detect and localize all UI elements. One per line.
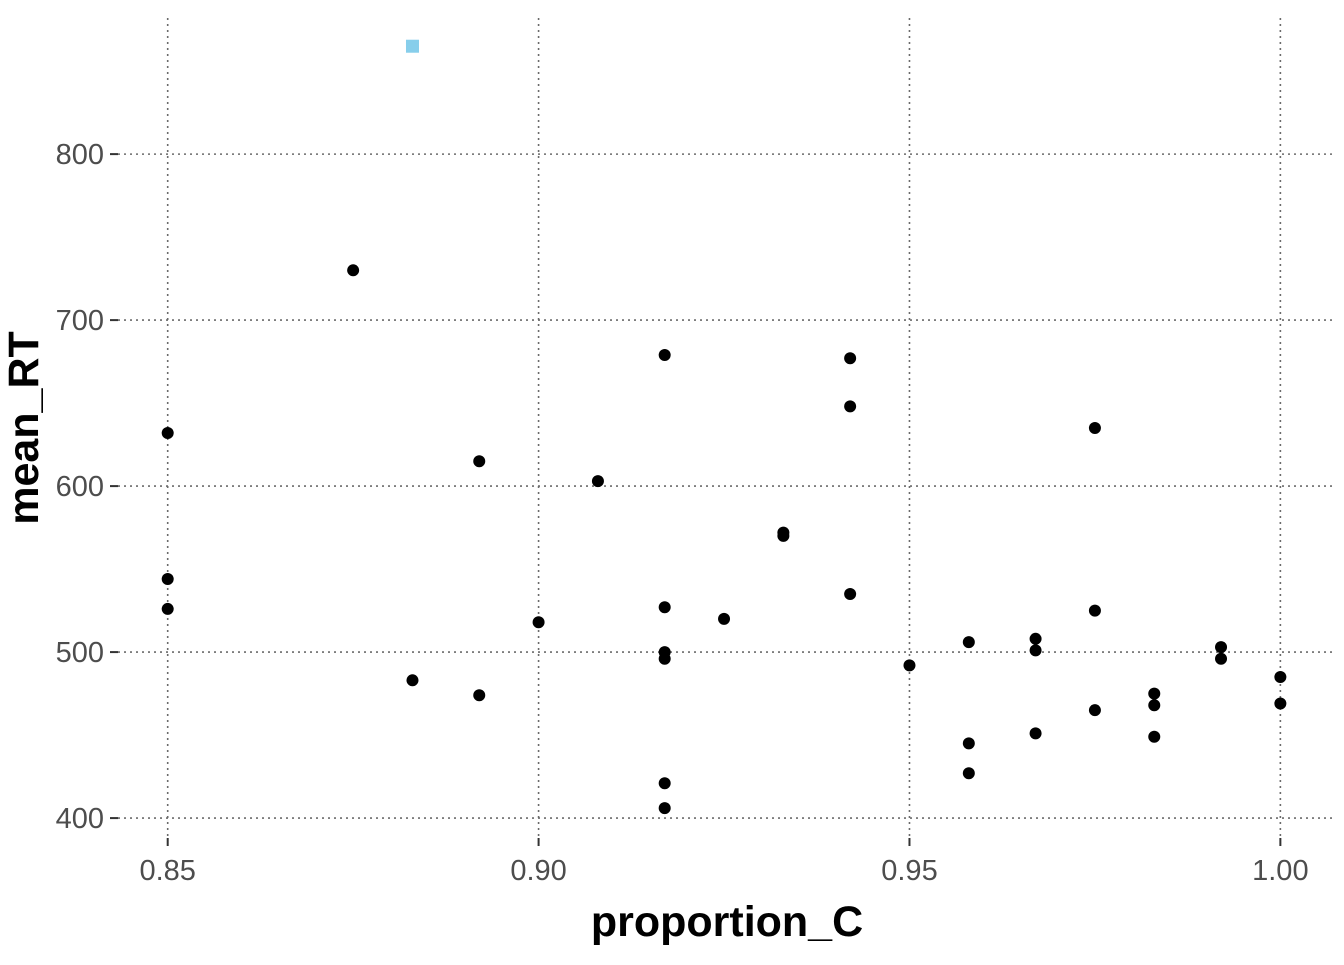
data-point (161, 426, 174, 439)
x-tick-label: 1.00 (1252, 855, 1308, 887)
data-point (658, 601, 671, 614)
data-point (473, 689, 486, 702)
data-point (1274, 697, 1287, 710)
data-point (1029, 632, 1042, 645)
data-point (161, 602, 174, 615)
data-point (658, 348, 671, 361)
data-point (1215, 641, 1228, 654)
y-tick-label: 400 (56, 803, 104, 835)
data-point (844, 352, 857, 365)
data-point (962, 737, 975, 750)
data-point (473, 455, 486, 468)
data-point (161, 573, 174, 586)
grid (118, 18, 1336, 838)
data-point (658, 802, 671, 815)
highlight-point (405, 39, 419, 53)
data-point (1029, 644, 1042, 657)
data-point (1274, 670, 1287, 683)
data-point (844, 400, 857, 413)
data-point (962, 767, 975, 780)
data-point (591, 475, 604, 488)
data-point (347, 264, 360, 277)
x-tick-label: 0.95 (881, 855, 937, 887)
y-tick-label: 800 (56, 139, 104, 171)
data-point (532, 616, 545, 629)
x-axis-title: proportion_C (591, 898, 863, 946)
data-point (1029, 727, 1042, 740)
axis-ticks: 0.85 0.90 0.95 1.00 400 500 600 700 800 (56, 139, 1309, 887)
data-point (1088, 704, 1101, 717)
data-point (962, 636, 975, 649)
data-point (718, 612, 731, 625)
x-tick-label: 0.90 (510, 855, 566, 887)
y-tick-label: 600 (56, 471, 104, 503)
data-point (1148, 730, 1161, 743)
data-point (903, 659, 916, 672)
data-point (658, 652, 671, 665)
data-point (1088, 604, 1101, 617)
x-tick-label: 0.85 (139, 855, 195, 887)
data-point (1215, 652, 1228, 665)
data-point (1148, 687, 1161, 700)
data-point (406, 674, 419, 687)
y-tick-label: 700 (56, 305, 104, 337)
data-points (161, 39, 1287, 815)
data-point (1148, 699, 1161, 712)
y-tick-label: 500 (56, 637, 104, 669)
data-point (1088, 422, 1101, 434)
data-point (658, 777, 671, 790)
y-axis-title: mean_RT (0, 331, 48, 525)
data-point (844, 587, 857, 600)
data-point (777, 529, 790, 542)
